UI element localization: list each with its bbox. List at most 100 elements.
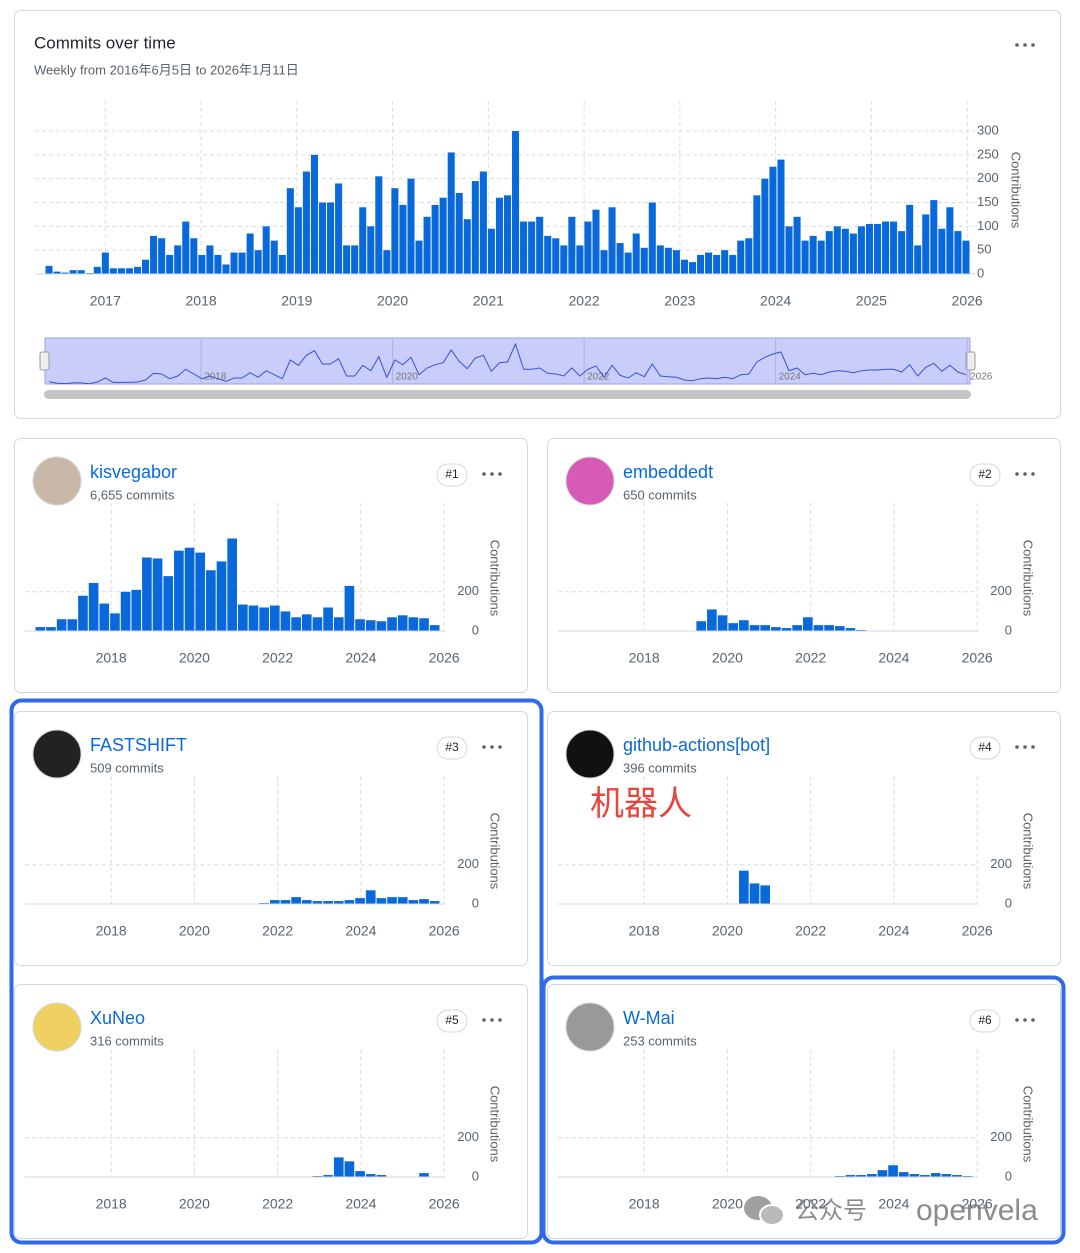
bar (335, 183, 343, 274)
bar (359, 207, 367, 274)
contributor-name[interactable]: embeddedt (623, 462, 713, 482)
bar (269, 900, 280, 904)
x-tick-label: 2024 (878, 1196, 909, 1212)
menu-dot[interactable] (1031, 1018, 1035, 1022)
x-tick-label: 2017 (90, 293, 121, 309)
bar (269, 605, 280, 631)
bar (793, 216, 801, 274)
bar (487, 228, 495, 274)
y-tick-label: 0 (472, 1168, 479, 1183)
bar (415, 240, 423, 274)
bar (938, 228, 946, 274)
bar (429, 901, 440, 904)
menu-dot[interactable] (1015, 1018, 1019, 1022)
y-tick-label: 250 (977, 146, 999, 161)
bar (866, 1174, 877, 1177)
menu-dot[interactable] (490, 745, 494, 749)
bar (455, 192, 463, 274)
rank: #3 (445, 740, 459, 754)
bar (166, 254, 174, 274)
rank-badge (969, 1009, 1001, 1033)
bar (616, 243, 624, 274)
bar (355, 619, 365, 631)
bar (163, 576, 174, 631)
menu-dot[interactable] (498, 1018, 502, 1022)
menu-dot[interactable] (490, 472, 494, 476)
x-tick-label: 2025 (856, 293, 887, 309)
menu-dot[interactable] (1023, 1018, 1027, 1022)
contributor-name[interactable]: github-actions[bot] (623, 735, 770, 755)
bar (78, 595, 88, 631)
bar (206, 245, 214, 274)
bar (312, 617, 323, 631)
bar (248, 605, 259, 631)
menu-dot[interactable] (490, 1018, 494, 1022)
contributor-name[interactable]: kisvegabor (90, 462, 177, 482)
y-tick-label: 0 (1005, 1168, 1012, 1183)
bar (952, 1175, 962, 1177)
contributor-name[interactable]: XuNeo (90, 1008, 145, 1028)
y-tick-label: 200 (457, 583, 479, 598)
menu-dot[interactable] (482, 472, 486, 476)
menu-dot[interactable] (1031, 745, 1035, 749)
bar (133, 266, 142, 274)
bar (158, 238, 166, 274)
y-tick-label: 0 (977, 265, 984, 280)
menu-dot[interactable] (1015, 43, 1019, 47)
rank-badge (969, 463, 1001, 487)
menu-dot[interactable] (498, 472, 502, 476)
x-tick-label: 2024 (878, 923, 909, 939)
scrollbar[interactable] (44, 390, 971, 399)
menu-dot[interactable] (482, 745, 486, 749)
menu-dot[interactable] (1031, 472, 1035, 476)
chart-title: Commits over time (34, 33, 176, 52)
x-tick-label: 2024 (345, 1196, 376, 1212)
bar (312, 901, 323, 904)
bar (813, 625, 824, 631)
menu-dot[interactable] (1015, 745, 1019, 749)
bar (930, 200, 938, 274)
bar (110, 613, 120, 631)
bar (77, 270, 85, 274)
bar (930, 1173, 941, 1177)
menu-dot[interactable] (1023, 43, 1027, 47)
bar (761, 178, 769, 274)
x-tick-label: 2024 (345, 923, 376, 939)
navigator-handle[interactable] (965, 351, 976, 371)
contributor-name[interactable]: FASTSHIFT (90, 735, 187, 755)
bar (99, 603, 110, 631)
commit-count: 253 commits (623, 1033, 697, 1048)
bar (376, 898, 387, 904)
y-tick-label: 300 (977, 122, 999, 137)
x-tick-label: 2021 (473, 293, 504, 309)
menu-dot[interactable] (498, 745, 502, 749)
bar (600, 250, 608, 274)
bar (280, 611, 291, 631)
x-tick-label: 2024 (345, 650, 376, 666)
y-axis-label: Contributions (488, 540, 503, 617)
bar (592, 209, 600, 274)
bar (520, 221, 528, 274)
bar (664, 247, 672, 274)
menu-dot[interactable] (1023, 745, 1027, 749)
bar (387, 617, 397, 631)
navigator-handle[interactable] (39, 351, 50, 371)
menu-dot[interactable] (1023, 472, 1027, 476)
bar (568, 216, 576, 274)
bar (291, 897, 301, 904)
bar (624, 252, 632, 274)
highlight-box (9, 698, 544, 1245)
bar (503, 195, 512, 274)
bar (845, 1175, 856, 1177)
contributor-name[interactable]: W-Mai (623, 1008, 675, 1028)
menu-dot[interactable] (1031, 43, 1035, 47)
bar (174, 245, 182, 274)
bar (705, 252, 713, 274)
y-axis-label: Contributions (1021, 540, 1036, 617)
bar (333, 617, 344, 631)
menu-dot[interactable] (1015, 472, 1019, 476)
menu-dot[interactable] (482, 1018, 486, 1022)
bar (792, 625, 802, 631)
y-tick-label: 200 (457, 856, 479, 871)
